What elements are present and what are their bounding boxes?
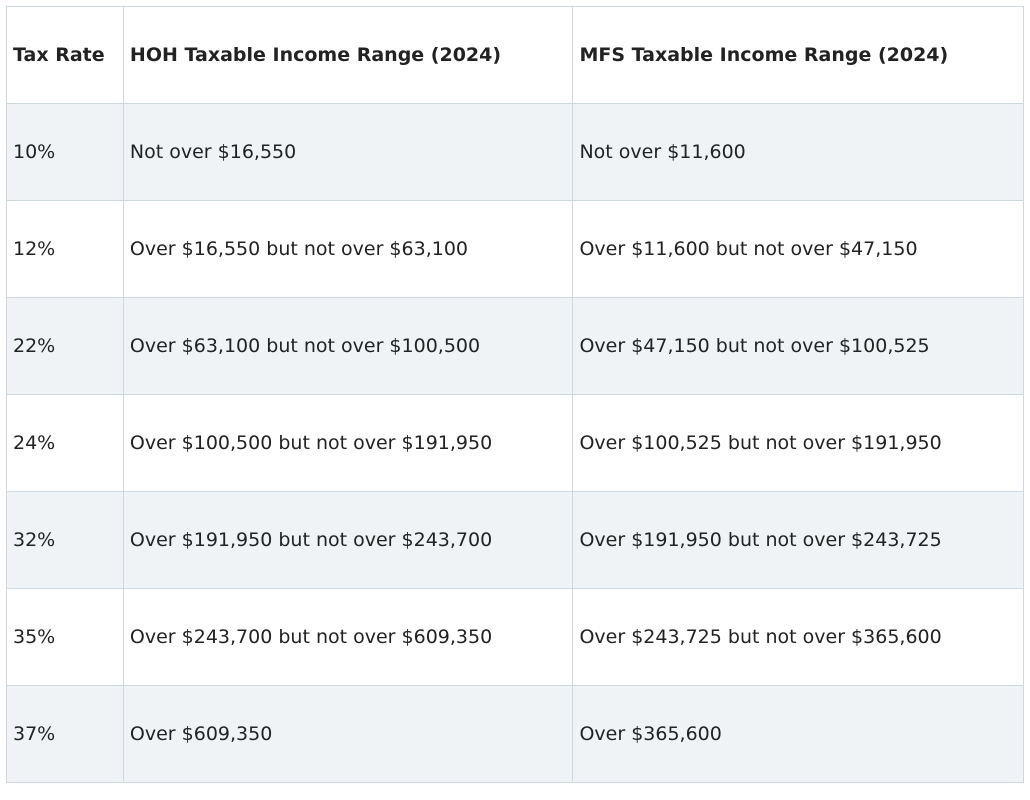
table-row: 32% Over $191,950 but not over $243,700 Ov… <box>6 491 1024 589</box>
table-cell: 10% <box>6 103 124 201</box>
table-cell: 12% <box>6 200 124 298</box>
table-cell: Over $11,600 but not over $47,150 <box>572 200 1024 298</box>
table-cell: 22% <box>6 297 124 395</box>
table-cell: Over $63,100 but not over $100,500 <box>122 297 574 395</box>
table-cell: 37% <box>6 685 124 783</box>
table-cell: Over $47,150 but not over $100,525 <box>572 297 1024 395</box>
table-row: 35% Over $243,700 but not over $609,350 Ov… <box>6 588 1024 686</box>
table-cell: Over $100,500 but not over $191,950 <box>122 394 574 492</box>
table-cell: Over $243,700 but not over $609,350 <box>122 588 574 686</box>
table-cell: Not over $11,600 <box>572 103 1024 201</box>
table-cell: Over $191,950 but not over $243,700 <box>122 491 574 589</box>
table-row: 24% Over $100,500 but not over $191,950 Ov… <box>6 394 1024 492</box>
table-row: 22% Over $63,100 but not over $100,500 Ove… <box>6 297 1024 395</box>
header-cell: HOH Taxable Income Range (2024) <box>122 6 574 104</box>
table-cell: Not over $16,550 <box>122 103 574 201</box>
table-row: 37% Over $609,350 Over $365,600 <box>6 685 1024 783</box>
header-cell: Tax Rate <box>6 6 124 104</box>
table-cell: Over $609,350 <box>122 685 574 783</box>
table-cell: Over $191,950 but not over $243,725 <box>572 491 1024 589</box>
table-cell: Over $100,525 but not over $191,950 <box>572 394 1024 492</box>
table-cell: 24% <box>6 394 124 492</box>
table-cell: 32% <box>6 491 124 589</box>
table-row: 12% Over $16,550 but not over $63,100 Over… <box>6 200 1024 298</box>
table-cell: Over $243,725 but not over $365,600 <box>572 588 1024 686</box>
tax-table: Tax Rate HOH Taxable Income Range (2024) M… <box>6 6 1024 783</box>
table-cell: Over $365,600 <box>572 685 1024 783</box>
table-cell: 35% <box>6 588 124 686</box>
header-row: Tax Rate HOH Taxable Income Range (2024) M… <box>6 6 1024 104</box>
table-row: 10% Not over $16,550 Not over $11,600 <box>6 103 1024 201</box>
table-cell: Over $16,550 but not over $63,100 <box>122 200 574 298</box>
header-cell: MFS Taxable Income Range (2024) <box>572 6 1024 104</box>
